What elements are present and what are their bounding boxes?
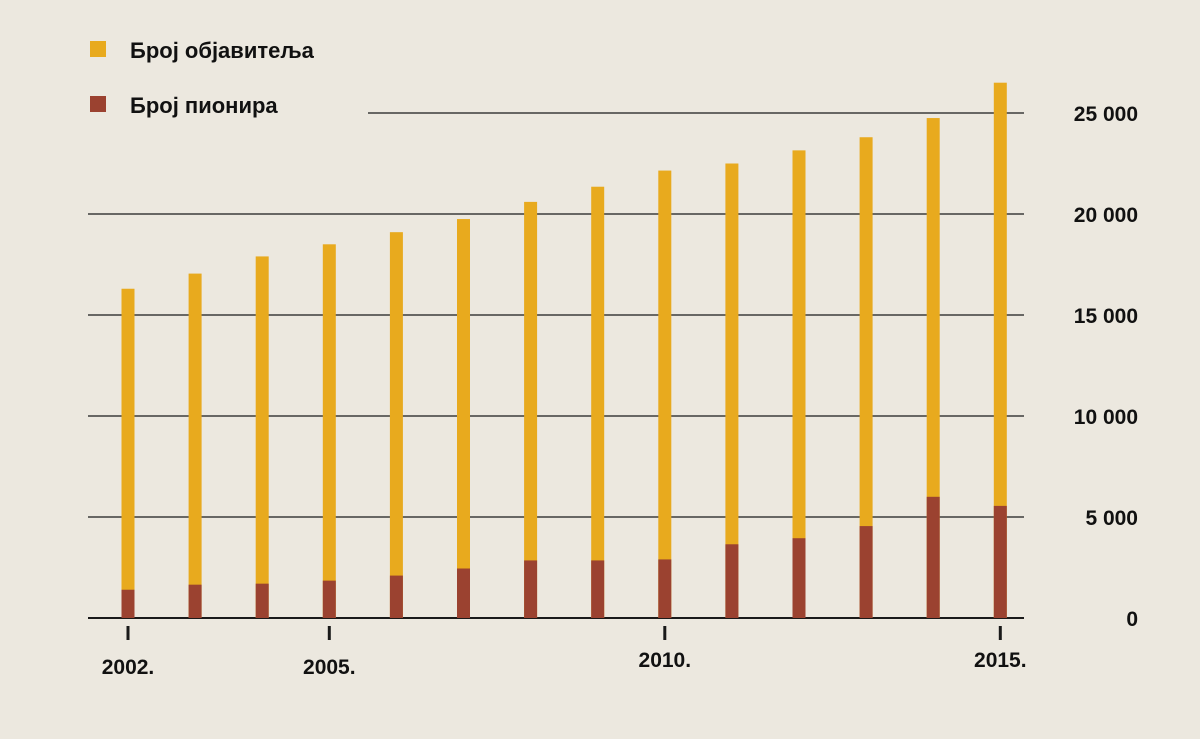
- bar-publishers: [926, 118, 940, 619]
- bar-publishers: [389, 232, 403, 618]
- gridlines: [88, 112, 1024, 619]
- bar-pioneers: [188, 584, 202, 618]
- legend-label-pioneers: Број пионира: [130, 93, 278, 118]
- bar-publishers: [121, 288, 135, 618]
- y-tick-label: 0: [1126, 608, 1138, 631]
- x-tick-label: 2010.: [639, 649, 692, 672]
- bar-publishers: [524, 201, 538, 618]
- y-axis-tick-labels: 0 5 000 10 000 15 000 20 000 25 000: [1074, 103, 1138, 631]
- bar-pioneers: [389, 575, 403, 618]
- bar-pioneers: [322, 580, 336, 618]
- bar-publishers: [322, 244, 336, 619]
- bar-pioneers: [591, 560, 605, 618]
- y-tick-label: 15 000: [1074, 305, 1138, 328]
- bar-publishers: [658, 170, 672, 618]
- bar-publishers: [255, 256, 269, 618]
- y-tick-label: 10 000: [1074, 406, 1138, 429]
- legend-label-publishers: Број објавитеља: [130, 38, 315, 63]
- y-tick-label: 20 000: [1074, 204, 1138, 227]
- bar-publishers: [457, 219, 470, 619]
- y-tick-label: 5 000: [1085, 507, 1138, 530]
- bar-pioneers: [859, 526, 873, 618]
- bars: [121, 82, 1007, 619]
- x-tick-label: 2005.: [303, 656, 356, 679]
- bar-pioneers: [792, 538, 806, 618]
- bar-pioneers: [926, 496, 940, 618]
- legend: Број објавитеља Број пионира: [90, 38, 315, 118]
- legend-swatch-pioneers: [90, 96, 106, 112]
- x-tick-label: 2015.: [974, 649, 1027, 672]
- bar-pioneers: [457, 568, 470, 618]
- bar-pioneers: [658, 559, 672, 618]
- x-tick-label: 2002.: [102, 656, 155, 679]
- bar-publishers: [993, 82, 1007, 618]
- bar-pioneers: [993, 505, 1007, 618]
- bar-publishers: [591, 186, 605, 619]
- y-tick-label: 25 000: [1074, 103, 1138, 126]
- legend-swatch-publishers: [90, 41, 106, 57]
- bar-pioneers: [524, 560, 538, 618]
- bar-publishers: [792, 150, 806, 618]
- bar-pioneers: [255, 583, 269, 618]
- bar-publishers: [188, 273, 202, 618]
- bar-pioneers: [121, 589, 135, 618]
- x-axis-ticks: 2002. 2005. 2010. 2015.: [102, 626, 1027, 679]
- bar-pioneers: [725, 544, 739, 618]
- bar-publishers: [859, 137, 873, 619]
- bar-publishers: [725, 163, 739, 618]
